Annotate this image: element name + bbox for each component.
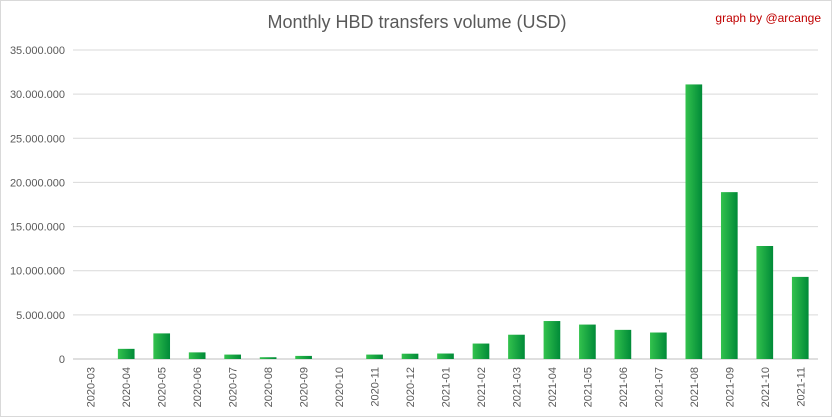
y-tick-label: 35.000.000 [10, 45, 65, 57]
x-tick-label: 2020-05 [157, 367, 169, 407]
y-tick-label: 15.000.000 [10, 222, 65, 234]
x-tick-label: 2021-05 [582, 367, 594, 407]
x-tick-label: 2020-10 [334, 367, 346, 407]
chart-title: Monthly HBD transfers volume (USD) [267, 12, 567, 32]
bar-2021-10 [756, 245, 774, 359]
bar-2020-05 [153, 333, 171, 359]
x-tick-label: 2021-09 [724, 367, 736, 407]
bar-2021-04 [543, 321, 561, 359]
x-tick-label: 2020-09 [299, 367, 311, 407]
y-tick-label: 25.000.000 [10, 133, 65, 145]
x-tick-label: 2020-04 [121, 367, 133, 407]
y-tick-label: 5.000.000 [16, 310, 65, 322]
x-tick-label: 2021-03 [511, 367, 523, 407]
bar-2021-07 [650, 332, 667, 359]
x-tick-label: 2021-06 [618, 367, 630, 407]
x-tick-label: 2020-03 [86, 367, 98, 407]
x-tick-label: 2021-02 [476, 367, 488, 407]
bar-2020-08 [259, 357, 277, 359]
bar-2021-01 [437, 353, 454, 359]
bar-2021-03 [508, 334, 525, 359]
x-tick-label: 2020-06 [192, 367, 204, 407]
x-tick-label: 2020-07 [228, 367, 240, 407]
bar-2021-05 [579, 324, 596, 359]
x-tick-label: 2021-08 [689, 367, 701, 407]
y-tick-label: 20.000.000 [10, 177, 65, 189]
x-tick-label: 2020-12 [405, 367, 417, 407]
x-tick-label: 2021-01 [441, 367, 453, 407]
bar-2020-07 [224, 354, 241, 359]
x-tick-label: 2021-04 [547, 367, 559, 407]
x-tick-label: 2020-11 [370, 367, 382, 407]
bar-2020-06 [188, 352, 206, 359]
bar-2021-06 [614, 329, 632, 359]
bar-2020-11 [366, 354, 383, 359]
y-tick-label: 30.000.000 [10, 89, 65, 101]
bar-2020-04 [117, 348, 135, 359]
bar-2020-09 [295, 355, 312, 359]
bar-2021-11 [791, 276, 809, 359]
y-tick-label: 0 [59, 354, 65, 366]
x-tick-label: 2020-08 [263, 367, 275, 407]
bar-2020-12 [401, 353, 419, 359]
chart-credit: graph by @arcange [715, 11, 821, 25]
x-tick-label: 2021-10 [760, 367, 772, 407]
x-tick-label: 2021-11 [795, 367, 807, 407]
x-tick-label: 2021-07 [653, 367, 665, 407]
bar-2021-09 [720, 192, 738, 359]
y-tick-label: 10.000.000 [10, 266, 65, 278]
bar-2021-08 [685, 84, 703, 359]
bar-2021-02 [472, 343, 490, 359]
